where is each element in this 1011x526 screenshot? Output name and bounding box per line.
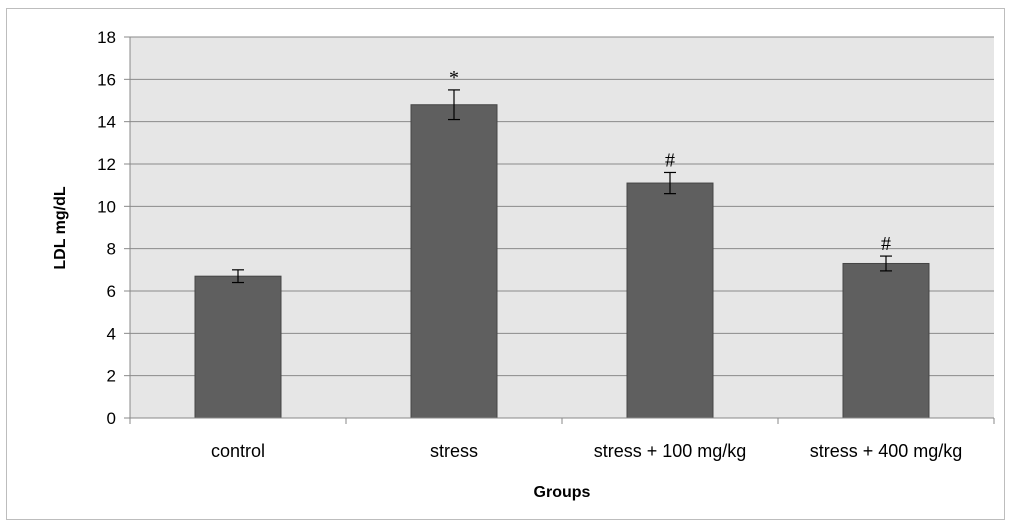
x-tick-label: stress bbox=[430, 441, 478, 461]
y-axis-ticks: 0 2 4 6 8 10 12 14 16 18 bbox=[97, 28, 130, 428]
y-tick-label: 12 bbox=[97, 155, 116, 174]
y-tick-label: 18 bbox=[97, 28, 116, 47]
x-tick-label: control bbox=[211, 441, 265, 461]
error-bar bbox=[232, 269, 244, 284]
bar-control bbox=[194, 275, 282, 419]
significance-mark: * bbox=[449, 67, 459, 89]
y-tick-label: 8 bbox=[107, 240, 116, 259]
x-axis: control stress stress + 100 mg/kg stress + … bbox=[129, 37, 995, 461]
y-axis-title: LDL mg/dL bbox=[52, 186, 69, 269]
significance-marks: * # # bbox=[449, 67, 891, 255]
error-bar bbox=[880, 255, 892, 272]
x-tick-label: stress + 400 mg/kg bbox=[810, 441, 963, 461]
error-bar bbox=[448, 89, 460, 121]
y-tick-label: 6 bbox=[107, 282, 116, 301]
y-tick-label: 4 bbox=[107, 324, 116, 343]
y-tick-label: 10 bbox=[97, 197, 116, 216]
error-bar bbox=[664, 171, 676, 195]
y-tick-label: 0 bbox=[107, 409, 116, 428]
y-tick-label: 14 bbox=[97, 113, 116, 132]
significance-mark: # bbox=[881, 233, 891, 255]
error-bars bbox=[232, 89, 892, 284]
y-tick-label: 2 bbox=[107, 367, 116, 386]
bar-stress-400-mg-kg bbox=[842, 262, 930, 419]
x-axis-title: Groups bbox=[534, 484, 591, 501]
significance-mark: # bbox=[665, 149, 675, 171]
x-tick-label: stress + 100 mg/kg bbox=[594, 441, 747, 461]
bar-stress bbox=[410, 104, 498, 419]
y-tick-label: 16 bbox=[97, 70, 116, 89]
bar-stress-100-mg-kg bbox=[626, 182, 714, 419]
